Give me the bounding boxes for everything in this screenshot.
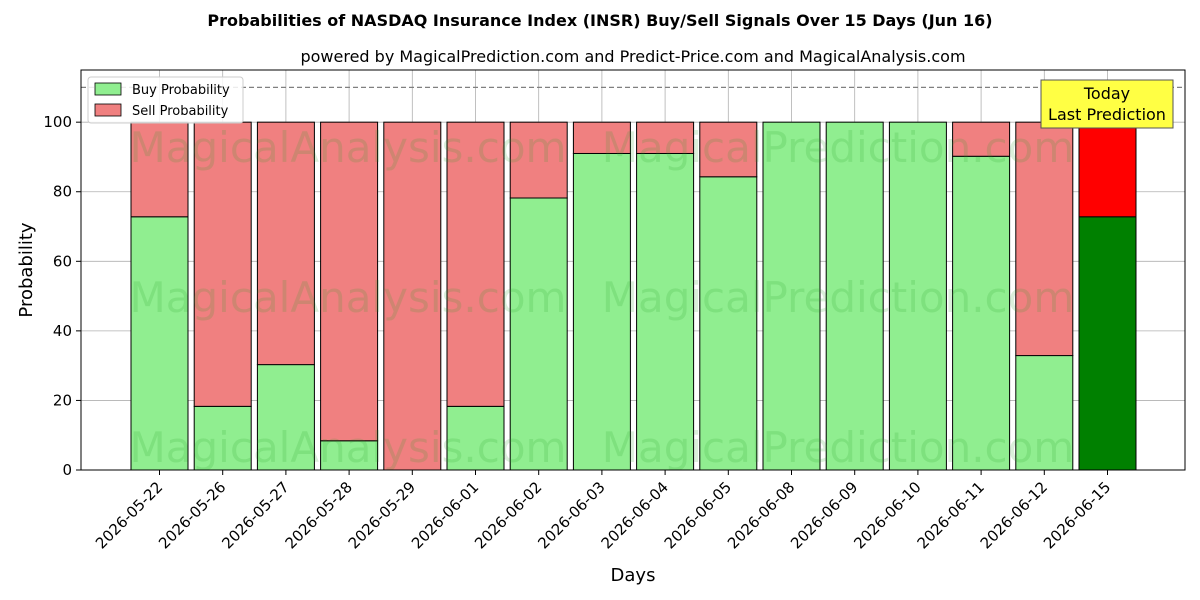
- x-tick-label: 2026-06-15: [1040, 478, 1114, 552]
- y-tick-label: 40: [53, 322, 72, 340]
- y-axis-label: Probability: [16, 222, 37, 317]
- buy-bar: [888, 121, 947, 471]
- x-tick-label: 2026-06-04: [598, 478, 672, 552]
- x-tick-label: 2026-06-01: [408, 478, 482, 552]
- x-tick-label: 2026-06-10: [850, 478, 924, 552]
- sell-bar: [130, 121, 189, 218]
- chart-title: Probabilities of NASDAQ Insurance Index …: [207, 11, 992, 30]
- sell-bar: [383, 121, 442, 471]
- today-annotation: Today Last Prediction: [1040, 79, 1174, 129]
- x-axis-label: Days: [611, 565, 656, 586]
- x-ticks: 2026-05-222026-05-262026-05-272026-05-28…: [92, 470, 1114, 552]
- legend: Buy Probability Sell Probability: [87, 76, 244, 124]
- watermark-text: MagicalPrediction.com: [602, 273, 1075, 322]
- x-tick-label: 2026-05-29: [345, 478, 419, 552]
- plot-frame: [80, 69, 1186, 471]
- legend-swatch-buy: [94, 82, 122, 96]
- watermark-text: MagicalAnalysis.com: [130, 123, 567, 172]
- legend-label-buy: Buy Probability: [132, 83, 230, 98]
- sell-bar: [952, 121, 1011, 157]
- sell-bar: [446, 121, 505, 407]
- x-tick-label: 2026-05-27: [218, 478, 292, 552]
- watermark-text: MagicalPrediction.com: [602, 123, 1075, 172]
- annotation-line1: Today: [1083, 84, 1130, 103]
- sell-bar: [1015, 121, 1074, 357]
- buy-bar: [952, 155, 1011, 471]
- y-ticks: 0 20 40 60 80 100: [43, 113, 81, 479]
- x-tick-label: 2026-05-22: [92, 478, 166, 552]
- chart-subtitle: powered by MagicalPrediction.com and Pre…: [300, 47, 965, 66]
- sell-bar: [699, 121, 758, 178]
- y-tick-label: 0: [62, 461, 72, 479]
- y-tick-label: 60: [53, 252, 72, 270]
- buy-bar: [699, 176, 758, 471]
- watermark-text: MagicalPrediction.com: [602, 423, 1075, 472]
- x-tick-label: 2026-06-08: [724, 478, 798, 552]
- buy-bar: [1078, 216, 1137, 471]
- sell-bar: [320, 121, 379, 442]
- buy-bar: [762, 121, 821, 471]
- legend-swatch-sell: [94, 103, 122, 117]
- x-tick-label: 2026-06-03: [534, 478, 608, 552]
- sell-bar: [509, 121, 568, 199]
- buy-bar: [1015, 355, 1074, 471]
- x-tick-label: 2026-05-26: [155, 478, 229, 552]
- watermark-text: MagicalAnalysis.com: [130, 273, 567, 322]
- legend-box: [87, 76, 244, 124]
- buy-bar: [256, 364, 315, 471]
- x-tick-label: 2026-06-05: [661, 478, 735, 552]
- buy-bar: [193, 405, 252, 471]
- x-tick-label: 2026-06-12: [977, 478, 1051, 552]
- y-tick-label: 80: [53, 183, 72, 201]
- sell-bar: [636, 121, 695, 154]
- x-tick-label: 2026-05-28: [282, 478, 356, 552]
- annotation-box: [1040, 79, 1174, 129]
- sell-bar: [256, 121, 315, 366]
- y-tick-label: 100: [43, 113, 72, 131]
- bars: [130, 121, 1137, 471]
- y-tick-label: 20: [53, 391, 72, 409]
- sell-bar: [572, 121, 631, 154]
- buy-bar: [825, 121, 884, 471]
- x-tick-label: 2026-06-11: [914, 478, 988, 552]
- buy-bar: [509, 197, 568, 471]
- sell-bar: [1078, 121, 1137, 218]
- buy-bar: [636, 152, 695, 471]
- buy-bar: [572, 152, 631, 471]
- watermark-text: MagicalAnalysis.com: [130, 423, 567, 472]
- x-tick-label: 2026-06-02: [471, 478, 545, 552]
- annotation-line2: Last Prediction: [1048, 105, 1166, 124]
- legend-label-sell: Sell Probability: [132, 104, 229, 119]
- watermarks: MagicalAnalysis.com MagicalPrediction.com…: [130, 123, 1075, 472]
- x-tick-label: 2026-06-09: [787, 478, 861, 552]
